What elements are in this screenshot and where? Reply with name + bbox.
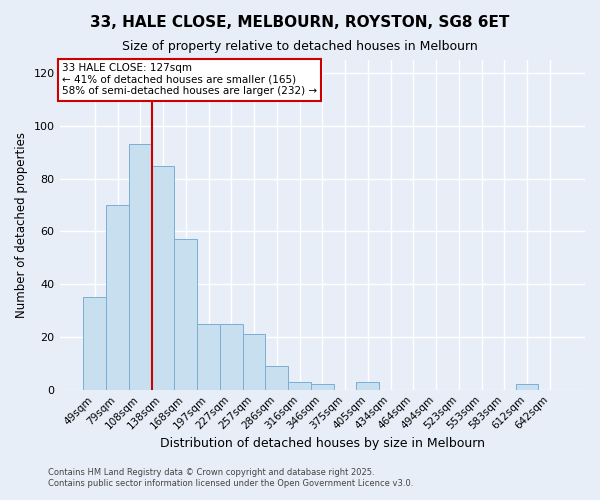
Bar bbox=[356, 382, 379, 390]
Bar bbox=[129, 144, 152, 390]
Bar bbox=[197, 324, 220, 390]
Y-axis label: Number of detached properties: Number of detached properties bbox=[15, 132, 28, 318]
Text: Size of property relative to detached houses in Melbourn: Size of property relative to detached ho… bbox=[122, 40, 478, 53]
Text: Contains HM Land Registry data © Crown copyright and database right 2025.
Contai: Contains HM Land Registry data © Crown c… bbox=[48, 468, 413, 487]
Bar bbox=[515, 384, 538, 390]
Bar bbox=[288, 382, 311, 390]
X-axis label: Distribution of detached houses by size in Melbourn: Distribution of detached houses by size … bbox=[160, 437, 485, 450]
Bar bbox=[106, 205, 129, 390]
Text: 33 HALE CLOSE: 127sqm
← 41% of detached houses are smaller (165)
58% of semi-det: 33 HALE CLOSE: 127sqm ← 41% of detached … bbox=[62, 64, 317, 96]
Bar bbox=[175, 240, 197, 390]
Bar bbox=[83, 298, 106, 390]
Bar bbox=[220, 324, 242, 390]
Bar bbox=[311, 384, 334, 390]
Text: 33, HALE CLOSE, MELBOURN, ROYSTON, SG8 6ET: 33, HALE CLOSE, MELBOURN, ROYSTON, SG8 6… bbox=[91, 15, 509, 30]
Bar bbox=[242, 334, 265, 390]
Bar bbox=[265, 366, 288, 390]
Bar bbox=[152, 166, 175, 390]
